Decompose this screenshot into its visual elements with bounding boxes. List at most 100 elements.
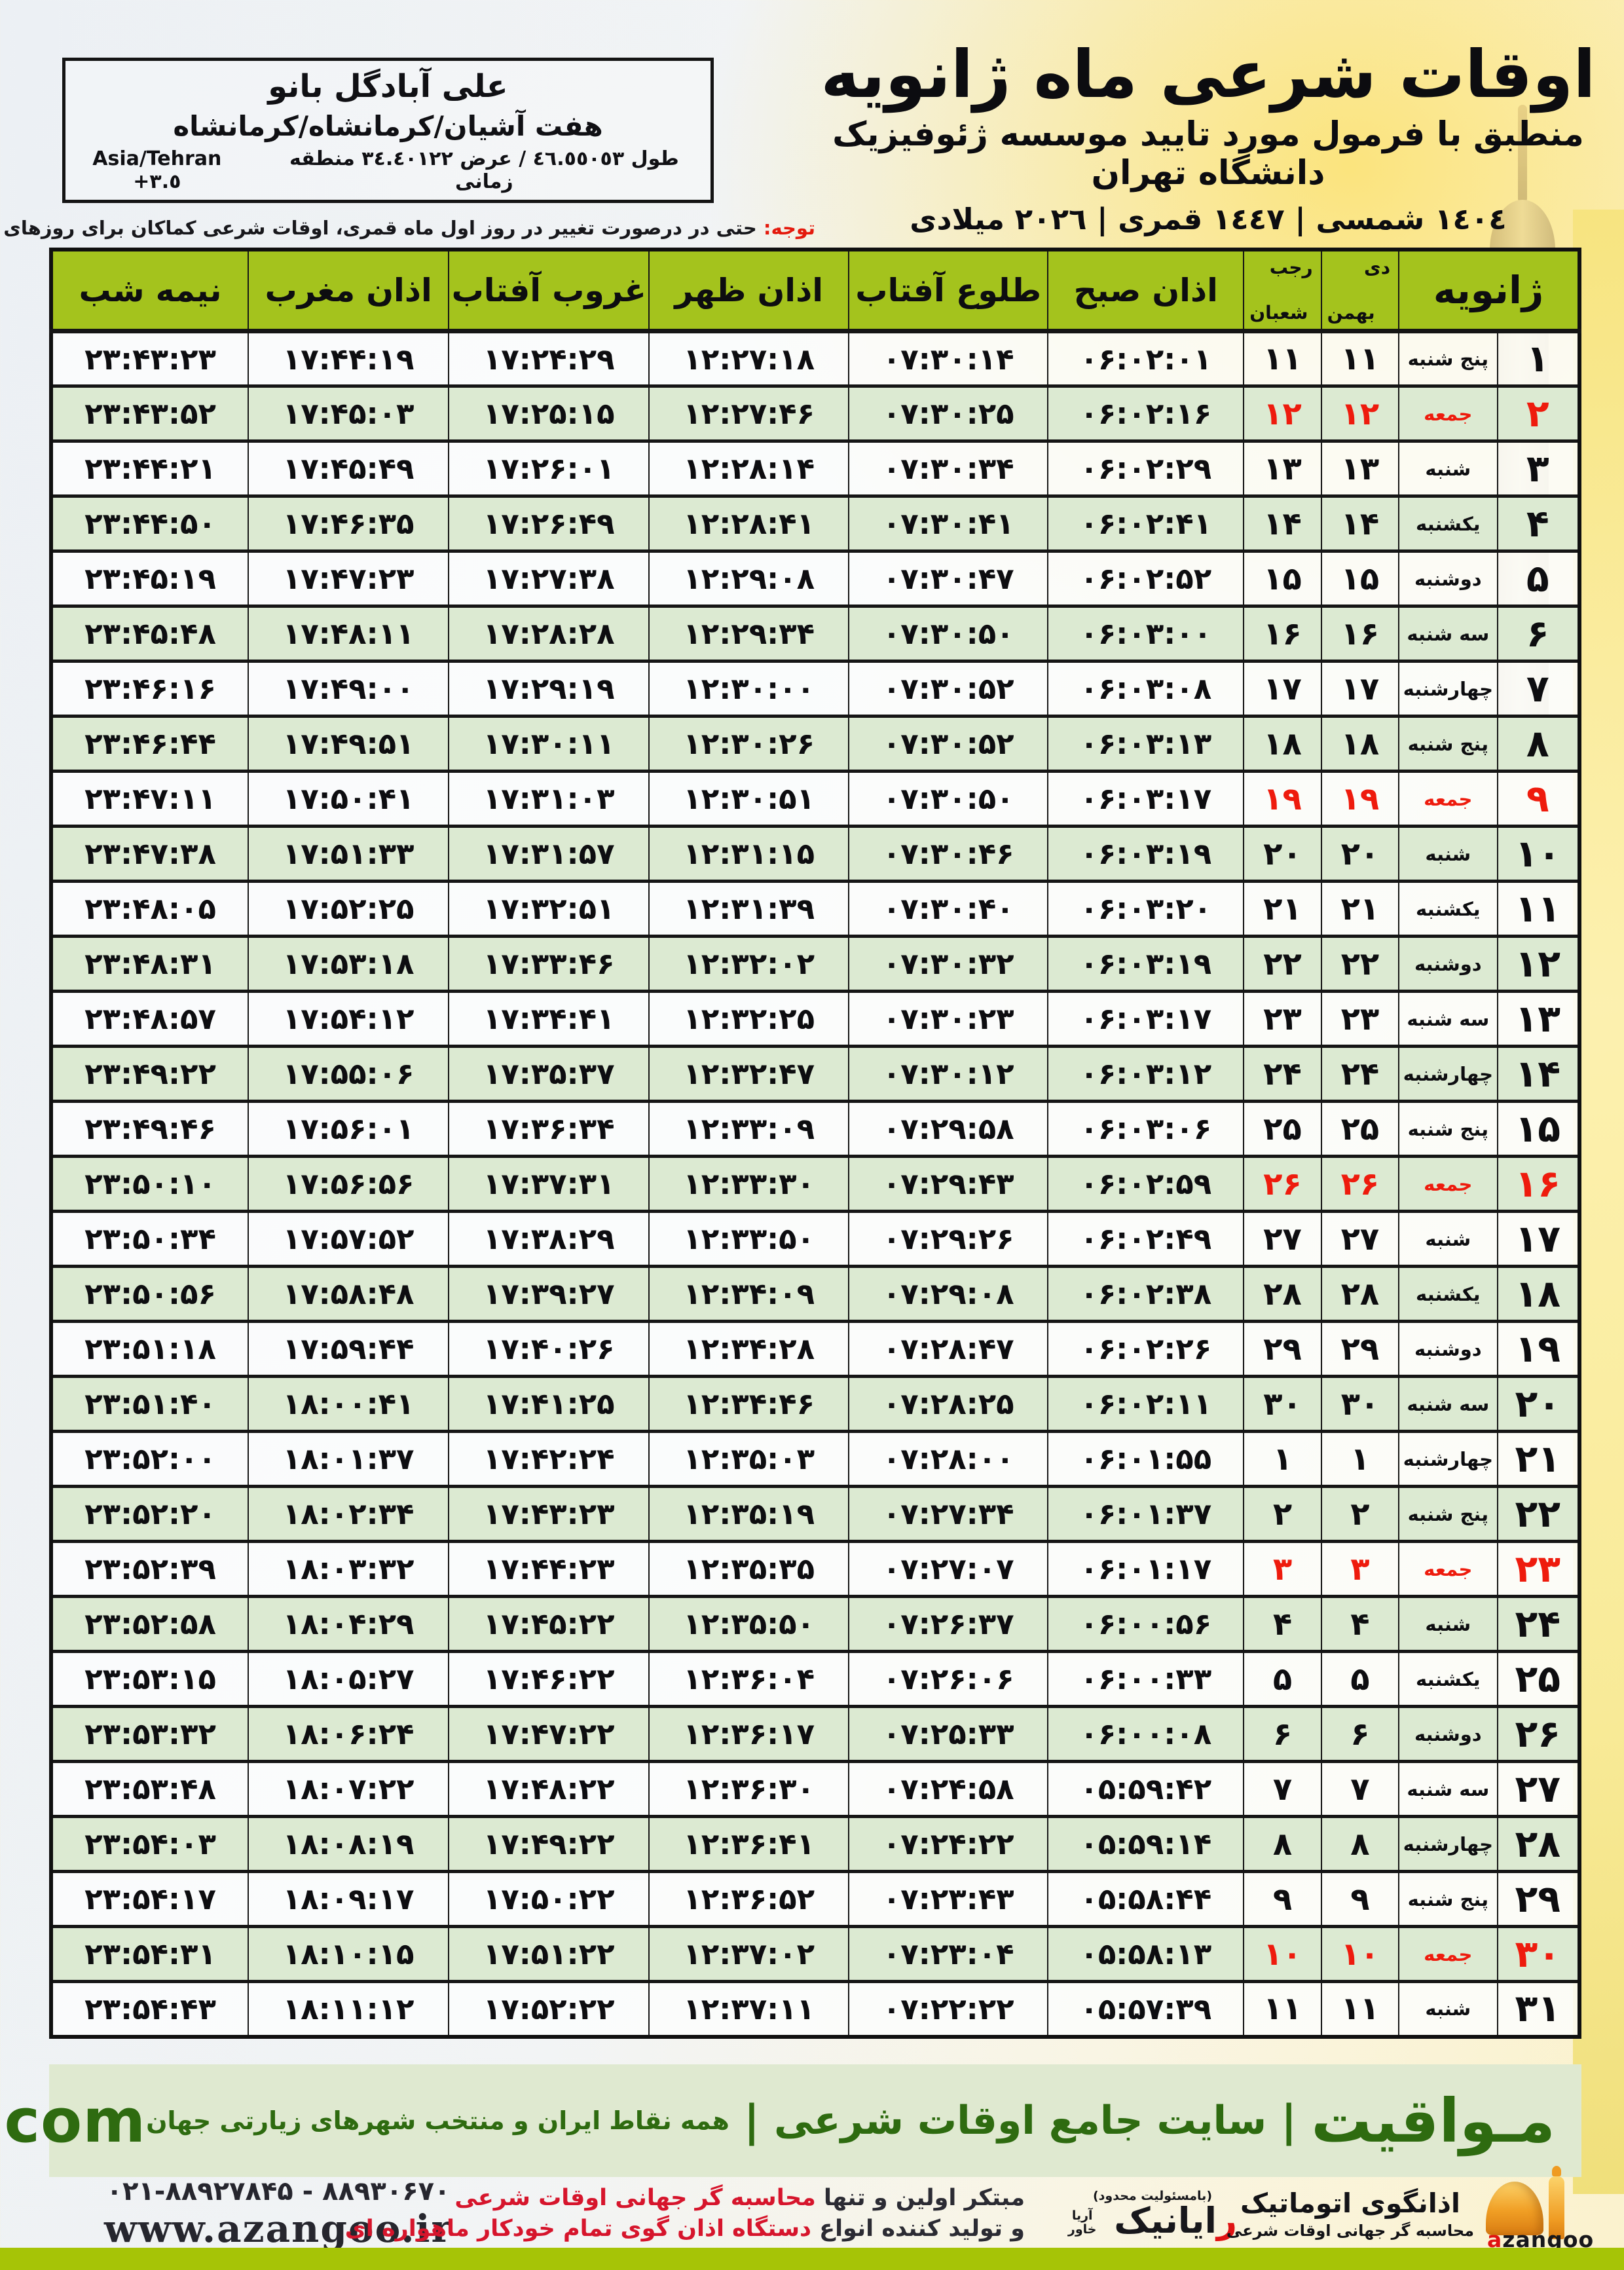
hijri-day-cell: ۷: [1243, 1760, 1322, 1818]
rayanik-name: رایانیک آریا خاور: [1044, 2203, 1261, 2239]
jalali-day-cell: ۱۲: [1320, 384, 1400, 443]
midnight-time-cell: ۲۳:۵۳:۳۲: [50, 1705, 249, 1763]
fajr-time-cell: ۰۶:۰۳:۰۶: [1047, 1100, 1245, 1158]
jalali-day-cell: ۱۶: [1320, 605, 1400, 663]
noon-time-cell: ۱۲:۳۳:۳۰: [648, 1155, 850, 1213]
maghrib-time-cell: ۱۷:۵۴:۱۲: [248, 990, 450, 1048]
azangoo-dome-icon: azangoo: [1483, 2166, 1593, 2252]
weekday-cell: جمعه: [1398, 770, 1498, 828]
azangoo-persian-name: اذانگوی اتوماتیک: [1240, 2187, 1460, 2219]
jalali-day-cell: ۱۵: [1320, 549, 1400, 608]
fajr-time-cell: ۰۶:۰۲:۱۱: [1047, 1375, 1245, 1433]
fajr-time-cell: ۰۵:۵۷:۳۹: [1047, 1980, 1245, 2038]
sunset-time-cell: ۱۷:۳۱:۰۳: [448, 770, 650, 828]
gregorian-day-cell: ۲: [1496, 384, 1581, 443]
sunrise-time-cell: ۰۷:۳۰:۴۷: [848, 549, 1049, 608]
jalali-month-top-label: دی: [1364, 257, 1391, 278]
column-header-midnight: نیمه شب: [50, 248, 249, 333]
sunset-time-cell: ۱۷:۴۱:۲۵: [448, 1375, 650, 1433]
gregorian-day-cell: ۴: [1496, 494, 1581, 553]
mavaqeet-domain: mavaqeet.com: [0, 2085, 147, 2156]
sunrise-time-cell: ۰۷:۳۰:۱۲: [848, 1045, 1049, 1103]
sunrise-time-cell: ۰۷:۲۶:۰۶: [848, 1650, 1049, 1708]
jalali-day-cell: ۲۷: [1320, 1210, 1400, 1268]
jalali-day-cell: ۹: [1320, 1870, 1400, 1928]
hijri-day-cell: ۱۳: [1243, 439, 1322, 498]
promo2-red: دستگاه اذان گوی تمام خودکار ماهواره ای: [344, 2216, 811, 2242]
hijri-day-cell: ۱: [1243, 1430, 1322, 1488]
table-row: ۴ یکشنبه ۱۴ ۱۴ ۰۶:۰۲:۴۱ ۰۷:۳۰:۴۱ ۱۲:۲۸:۴…: [50, 494, 1581, 553]
weekday-cell: یکشنبه: [1398, 1650, 1498, 1708]
noon-time-cell: ۱۲:۳۱:۱۵: [648, 825, 850, 883]
weekday-cell: سه شنبه: [1398, 1760, 1498, 1818]
jalali-day-cell: ۵: [1320, 1650, 1400, 1708]
fajr-time-cell: ۰۶:۰۱:۱۷: [1047, 1540, 1245, 1598]
fajr-time-cell: ۰۶:۰۲:۰۱: [1047, 329, 1245, 388]
sunset-time-cell: ۱۷:۴۲:۲۴: [448, 1430, 650, 1488]
table-row: ۸ پنج شنبه ۱۸ ۱۸ ۰۶:۰۳:۱۳ ۰۷:۳۰:۵۲ ۱۲:۳۰…: [50, 715, 1581, 773]
gregorian-day-cell: ۲۷: [1496, 1760, 1581, 1818]
midnight-time-cell: ۲۳:۴۵:۴۸: [50, 605, 249, 663]
maghrib-time-cell: ۱۸:۰۹:۱۷: [248, 1870, 450, 1928]
table-row: ۷ چهارشنبه ۱۷ ۱۷ ۰۶:۰۳:۰۸ ۰۷:۳۰:۵۲ ۱۲:۳۰…: [50, 660, 1581, 718]
table-header-row: ژانویه دی بهمن رجب شعبان اذان صبح طلوع آ…: [50, 248, 1580, 333]
noon-time-cell: ۱۲:۳۰:۲۶: [648, 715, 850, 773]
weekday-cell: پنج شنبه: [1398, 715, 1498, 773]
weekday-cell: سه شنبه: [1398, 1375, 1498, 1433]
fajr-time-cell: ۰۵:۵۹:۱۴: [1047, 1815, 1245, 1873]
maghrib-time-cell: ۱۸:۰۴:۲۹: [248, 1595, 450, 1653]
fajr-time-cell: ۰۶:۰۱:۵۵: [1047, 1430, 1245, 1488]
weekday-cell: چهارشنبه: [1398, 1045, 1498, 1103]
sunrise-time-cell: ۰۷:۲۶:۳۷: [848, 1595, 1049, 1653]
midnight-time-cell: ۲۳:۴۷:۳۸: [50, 825, 249, 883]
hijri-day-cell: ۶: [1243, 1705, 1322, 1763]
maghrib-time-cell: ۱۸:۰۰:۴۱: [248, 1375, 450, 1433]
gregorian-day-cell: ۲۱: [1496, 1430, 1581, 1488]
hijri-day-cell: ۲۶: [1243, 1155, 1322, 1213]
hijri-day-cell: ۲۲: [1243, 935, 1322, 993]
sunset-time-cell: ۱۷:۳۴:۴۱: [448, 990, 650, 1048]
sunset-time-cell: ۱۷:۴۰:۲۶: [448, 1320, 650, 1378]
sunrise-time-cell: ۰۷:۳۰:۴۰: [848, 880, 1049, 938]
noon-time-cell: ۱۲:۳۶:۴۱: [648, 1815, 850, 1873]
sunset-time-cell: ۱۷:۴۵:۲۲: [448, 1595, 650, 1653]
table-row: ۱ پنج شنبه ۱۱ ۱۱ ۰۶:۰۲:۰۱ ۰۷:۳۰:۱۴ ۱۲:۲۷…: [50, 329, 1581, 388]
sunrise-time-cell: ۰۷:۳۰:۲۳: [848, 990, 1049, 1048]
fajr-time-cell: ۰۵:۵۹:۴۲: [1047, 1760, 1245, 1818]
noon-time-cell: ۱۲:۲۸:۱۴: [648, 439, 850, 498]
sunset-time-cell: ۱۷:۳۵:۳۷: [448, 1045, 650, 1103]
sunset-time-cell: ۱۷:۵۰:۲۲: [448, 1870, 650, 1928]
weekday-cell: پنج شنبه: [1398, 1870, 1498, 1928]
jalali-day-cell: ۱۸: [1320, 715, 1400, 773]
sunset-time-cell: ۱۷:۳۹:۲۷: [448, 1265, 650, 1323]
noon-time-cell: ۱۲:۲۹:۳۴: [648, 605, 850, 663]
hijri-day-cell: ۲۵: [1243, 1100, 1322, 1158]
hijri-day-cell: ۱۴: [1243, 494, 1322, 553]
noon-time-cell: ۱۲:۳۲:۴۷: [648, 1045, 850, 1103]
sunrise-time-cell: ۰۷:۳۰:۱۴: [848, 329, 1049, 388]
maghrib-time-cell: ۱۷:۴۹:۵۱: [248, 715, 450, 773]
maghrib-time-cell: ۱۷:۴۹:۰۰: [248, 660, 450, 718]
gregorian-day-cell: ۱۰: [1496, 825, 1581, 883]
noon-time-cell: ۱۲:۳۰:۰۰: [648, 660, 850, 718]
jalali-day-cell: ۲: [1320, 1485, 1400, 1543]
maghrib-time-cell: ۱۸:۰۱:۳۷: [248, 1430, 450, 1488]
midnight-time-cell: ۲۳:۴۴:۵۰: [50, 494, 249, 553]
maghrib-time-cell: ۱۷:۵۱:۳۳: [248, 825, 450, 883]
maghrib-time-cell: ۱۷:۵۹:۴۴: [248, 1320, 450, 1378]
table-row: ۱۴ چهارشنبه ۲۴ ۲۴ ۰۶:۰۳:۱۲ ۰۷:۳۰:۱۲ ۱۲:۳…: [50, 1045, 1581, 1103]
contact-block: ۰۲۱-۸۸۹۲۷۸۴۵ - ۸۸۹۳۰۶۷۰ www.azangoo.ir: [49, 2176, 507, 2251]
hijri-day-cell: ۲۸: [1243, 1265, 1322, 1323]
gregorian-day-cell: ۲۹: [1496, 1870, 1581, 1928]
noon-time-cell: ۱۲:۳۵:۵۰: [648, 1595, 850, 1653]
maghrib-time-cell: ۱۷:۴۴:۱۹: [248, 329, 450, 388]
weekday-cell: سه شنبه: [1398, 990, 1498, 1048]
noon-time-cell: ۱۲:۳۷:۰۲: [648, 1925, 850, 1983]
sunset-time-cell: ۱۷:۴۳:۲۳: [448, 1485, 650, 1543]
mavaqeet-coverage: همه نقاط ایران و منتخب شهرهای زیارتی جها…: [146, 2106, 729, 2135]
sunset-time-cell: ۱۷:۳۰:۱۱: [448, 715, 650, 773]
fajr-time-cell: ۰۶:۰۰:۰۸: [1047, 1705, 1245, 1763]
jalali-day-cell: ۲۳: [1320, 990, 1400, 1048]
promo-line-2: و تولید کننده انواع دستگاه اذان گوی تمام…: [345, 2214, 1025, 2244]
midnight-time-cell: ۲۳:۴۶:۱۶: [50, 660, 249, 718]
